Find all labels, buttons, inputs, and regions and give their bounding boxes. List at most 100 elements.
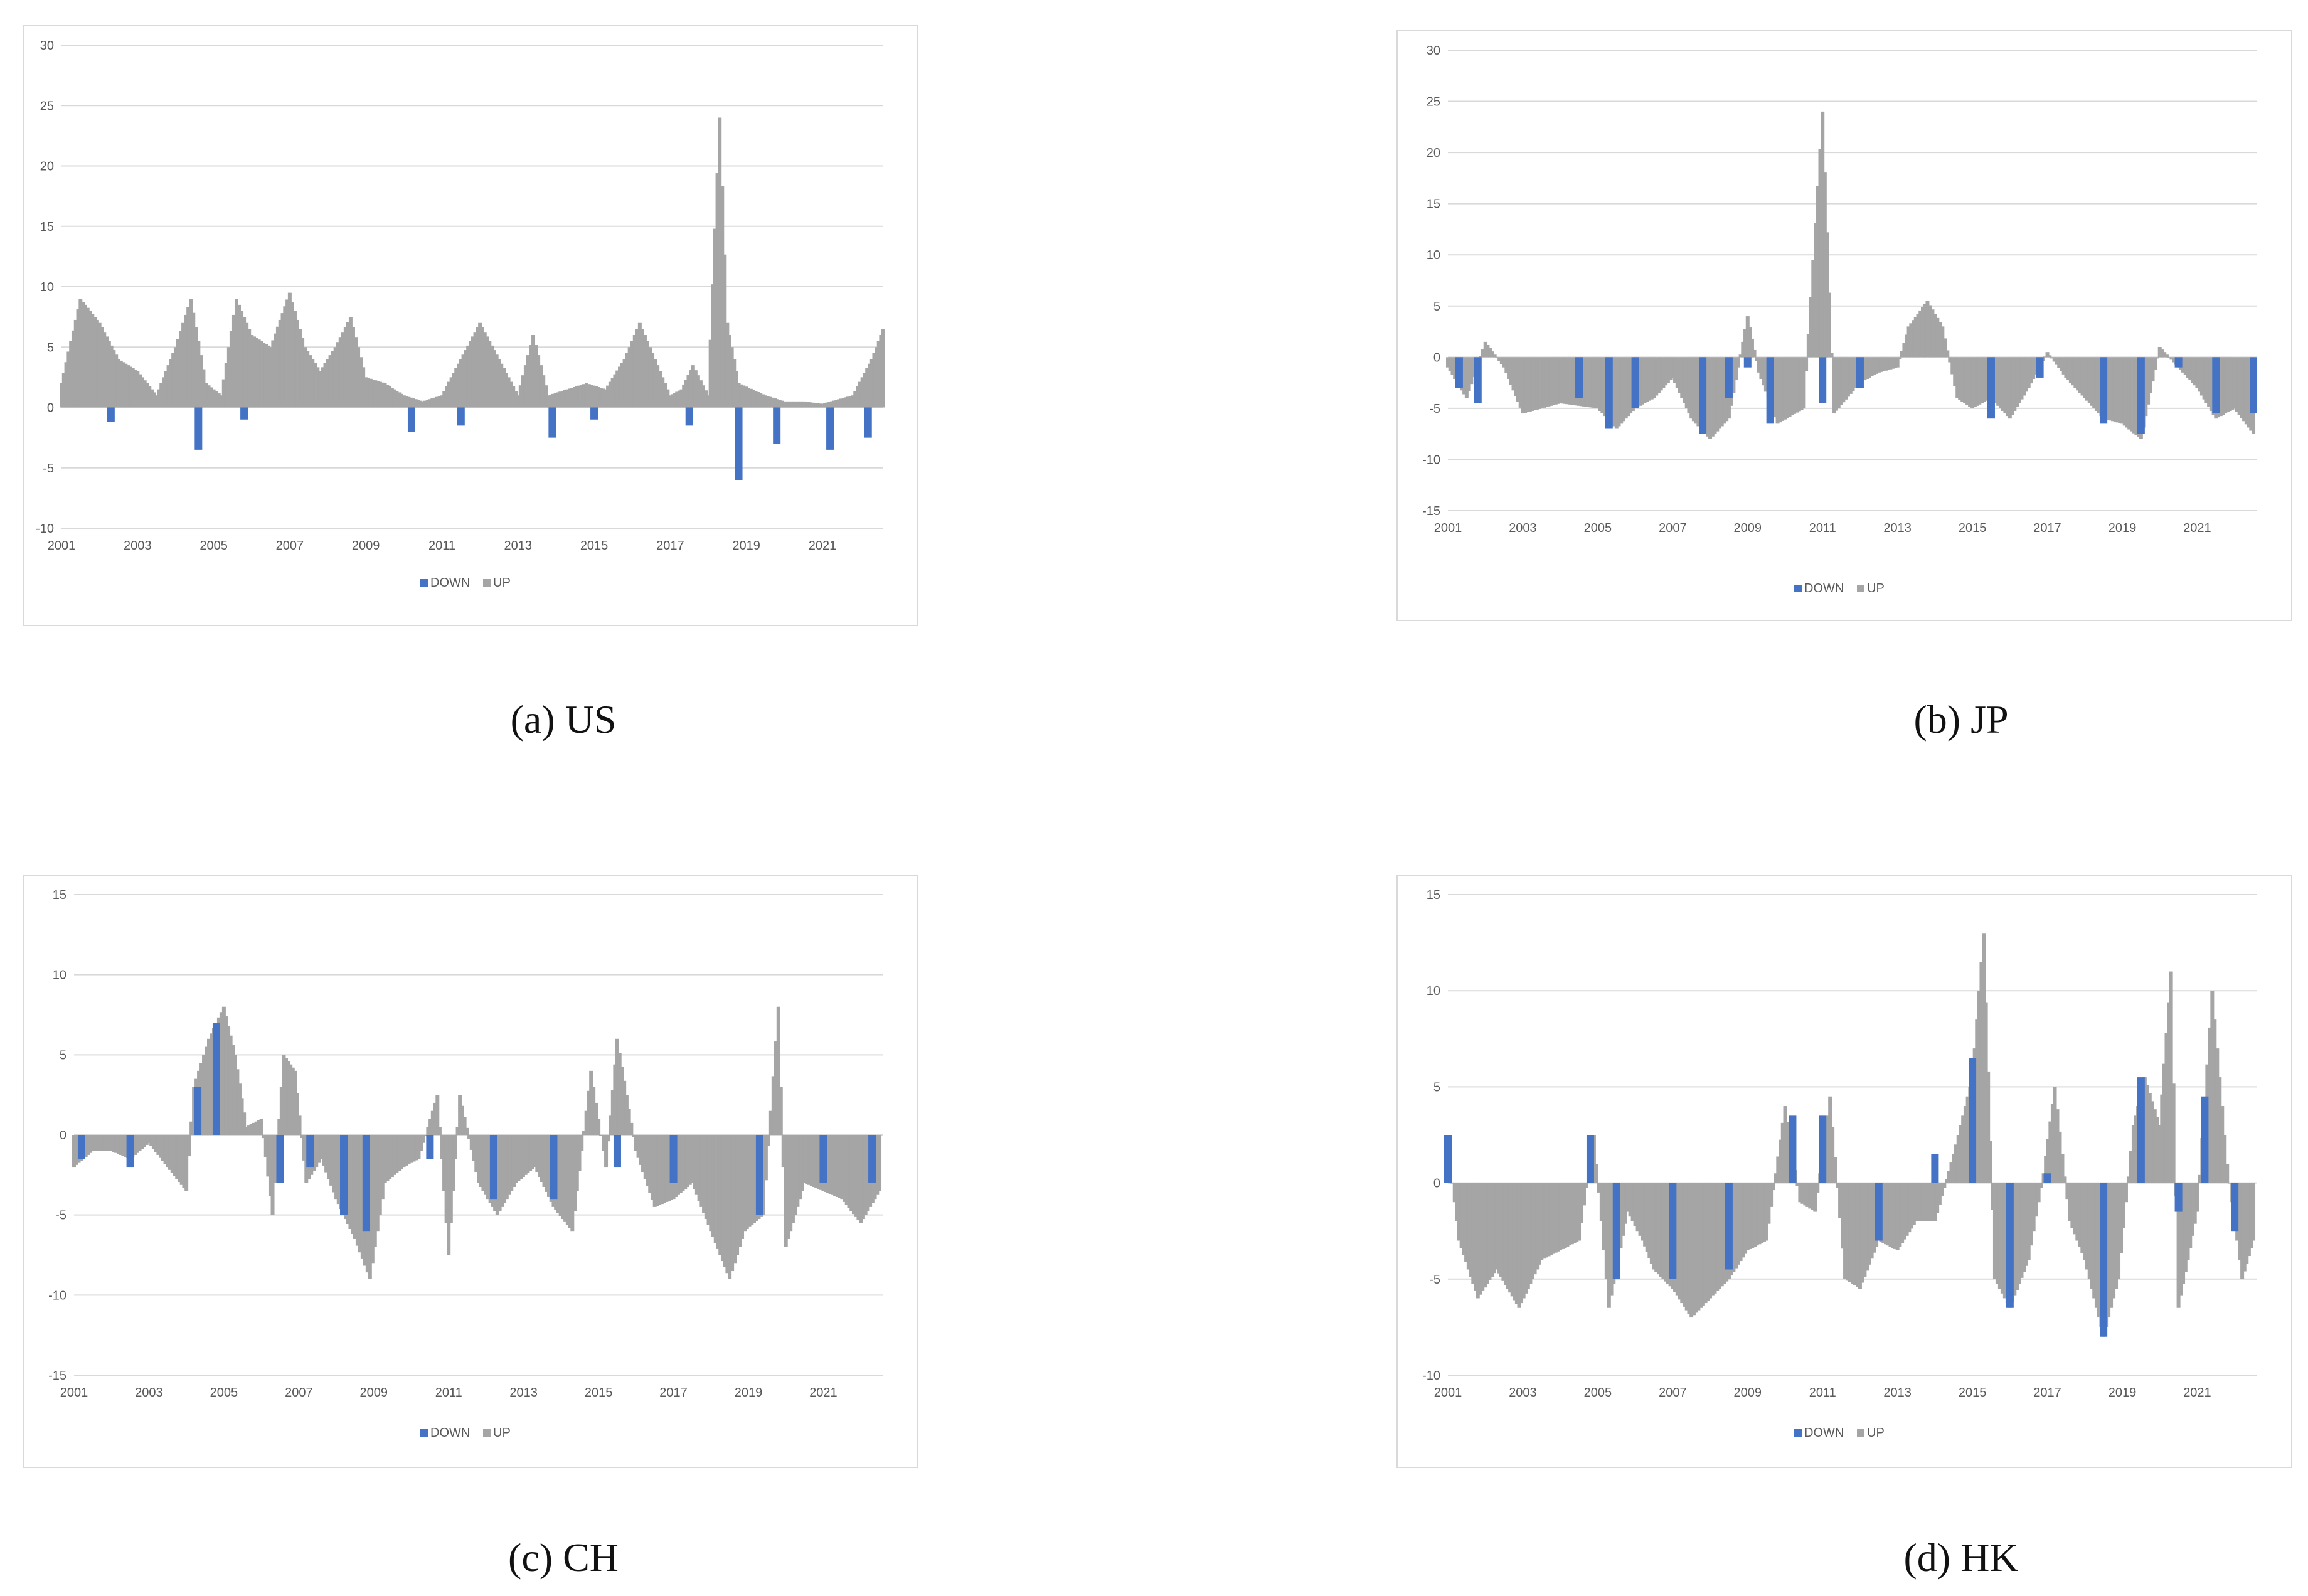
x-tick-label: 2007 — [285, 1386, 313, 1400]
bar-up — [328, 355, 332, 408]
bar-up — [592, 385, 596, 408]
bar-up — [1902, 343, 1906, 358]
bar-up — [1621, 1183, 1625, 1236]
bar-up — [761, 394, 765, 408]
y-tick-label: 30 — [40, 39, 54, 53]
bar-up — [809, 1135, 814, 1186]
bar-up — [145, 383, 149, 408]
bar-up — [437, 1127, 442, 1135]
bar-up — [484, 1135, 488, 1195]
bar-up — [2120, 357, 2124, 424]
bar-up — [545, 1135, 549, 1192]
bar-up — [2066, 357, 2071, 381]
bar-up — [1448, 357, 1452, 371]
bar-up — [865, 368, 869, 408]
bar-up — [1923, 1183, 1928, 1221]
bar-up — [1785, 357, 1789, 418]
bar-up — [128, 366, 132, 408]
bar-up — [1982, 933, 1986, 1183]
bar-up — [204, 383, 208, 408]
bar-up — [1736, 1183, 1740, 1265]
bar-up — [2022, 1183, 2026, 1272]
bar-up — [466, 345, 471, 408]
bar-up — [324, 1135, 329, 1173]
bar-up — [519, 1135, 523, 1179]
bar-up — [140, 1135, 144, 1149]
bar-up — [105, 1135, 109, 1151]
bar-up — [74, 1135, 78, 1165]
caption-hk: (d) HK — [1903, 1535, 2019, 1580]
x-tick-label: 2007 — [1659, 521, 1687, 535]
bar-up — [2181, 1183, 2186, 1284]
bar-up — [1843, 1183, 1848, 1279]
bar-up — [1675, 357, 1679, 388]
bar-up — [1965, 357, 1970, 405]
bar-up — [1792, 357, 1797, 414]
bar-up — [1659, 357, 1663, 391]
bar-up — [1717, 1183, 1721, 1289]
bar-up — [2190, 357, 2194, 383]
bar-up — [1956, 1135, 1960, 1183]
bar-up — [696, 375, 700, 408]
y-tick-label: 0 — [47, 402, 54, 415]
bar-up — [259, 1119, 263, 1135]
bar-up — [322, 1135, 326, 1166]
bar-up — [1757, 1183, 1762, 1245]
bar-up — [2134, 1115, 2138, 1183]
bar-down — [868, 1135, 876, 1183]
bar-up — [730, 1135, 735, 1272]
bar-up — [1691, 357, 1696, 422]
legend-label-up: UP — [493, 1426, 511, 1440]
bar-up — [71, 330, 75, 408]
bar-up — [1734, 357, 1738, 381]
bar-down — [426, 1135, 434, 1159]
bar-up — [1661, 1183, 1666, 1279]
bar-up — [201, 369, 206, 408]
bar-up — [511, 1135, 516, 1187]
bar-up — [846, 396, 851, 408]
bar-up — [1977, 357, 1982, 405]
bar-up — [321, 367, 325, 408]
bar-up — [116, 359, 120, 408]
bar-up — [738, 1135, 742, 1247]
bar-up — [1497, 357, 1502, 361]
bar-up — [617, 1053, 622, 1135]
bar-up — [388, 1135, 392, 1179]
bar-up — [646, 1135, 650, 1186]
bar-up — [1485, 1183, 1489, 1284]
bar-up — [765, 396, 770, 408]
bar-up — [854, 1135, 858, 1217]
bar-up — [1743, 1183, 1748, 1254]
bar-up — [1455, 1183, 1459, 1221]
bar-up — [1731, 357, 1736, 393]
bar-up — [487, 341, 492, 408]
x-tick-label: 2021 — [809, 539, 837, 553]
bar-up — [83, 304, 87, 408]
bar-up — [1586, 357, 1590, 407]
bar-up — [126, 365, 130, 408]
bar-down — [1725, 1183, 1733, 1270]
bar-up — [1923, 304, 1927, 358]
bar-up — [1682, 357, 1686, 403]
bar-up — [373, 1135, 377, 1247]
bar-up — [843, 1135, 847, 1202]
bar-up — [763, 395, 767, 408]
bar-up — [1785, 1122, 1790, 1183]
bar-up — [2085, 1183, 2090, 1270]
bar-up — [2221, 357, 2225, 415]
bar-up — [461, 354, 465, 408]
caption-jp: (b) JP — [1913, 697, 2009, 742]
bar-up — [640, 329, 644, 408]
bar-up — [189, 299, 193, 408]
bar-up — [1649, 357, 1654, 400]
legend-label-up: UP — [1867, 582, 1885, 595]
bar-down — [1819, 357, 1827, 403]
bar-up — [2075, 1183, 2080, 1241]
bar-up — [157, 389, 161, 408]
bar-up — [147, 1135, 151, 1143]
bar-up — [1811, 260, 1816, 358]
bar-up — [782, 401, 787, 408]
bar-up — [295, 1093, 299, 1135]
bar-up — [1710, 1183, 1715, 1296]
bar-up — [716, 1135, 720, 1249]
